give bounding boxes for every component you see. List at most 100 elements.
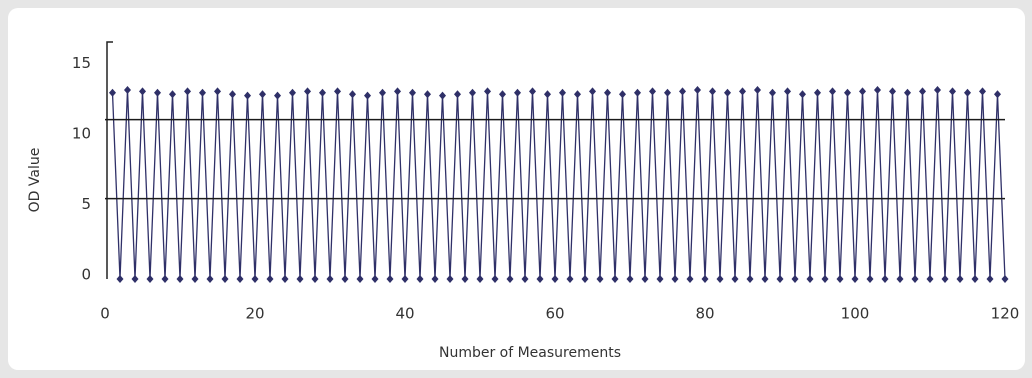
- marker: [499, 90, 506, 99]
- marker: [791, 275, 799, 283]
- marker: [881, 275, 889, 283]
- marker: [641, 275, 649, 283]
- marker: [941, 275, 949, 283]
- marker: [109, 88, 116, 97]
- marker: [184, 87, 191, 96]
- marker: [821, 275, 829, 283]
- marker: [694, 85, 701, 94]
- marker: [964, 88, 971, 97]
- marker: [611, 275, 619, 283]
- marker: [439, 91, 446, 100]
- marker: [139, 87, 146, 96]
- marker: [1001, 275, 1009, 283]
- marker: [514, 88, 521, 97]
- marker: [394, 87, 401, 96]
- marker: [116, 275, 124, 283]
- marker: [701, 275, 709, 283]
- marker: [806, 275, 814, 283]
- marker: [274, 91, 281, 100]
- marker: [596, 275, 604, 283]
- marker: [409, 88, 416, 97]
- marker: [386, 275, 394, 283]
- marker: [161, 275, 169, 283]
- marker: [619, 90, 626, 99]
- marker: [326, 275, 334, 283]
- y-tick-label: 10: [72, 124, 91, 142]
- marker: [769, 88, 776, 97]
- marker: [544, 90, 551, 99]
- marker: [206, 275, 214, 283]
- marker: [919, 87, 926, 96]
- marker: [469, 88, 476, 97]
- marker: [814, 88, 821, 97]
- marker: [536, 275, 544, 283]
- marker: [799, 90, 806, 99]
- marker: [671, 275, 679, 283]
- marker: [889, 87, 896, 96]
- marker: [124, 85, 131, 94]
- marker: [851, 275, 859, 283]
- marker: [304, 87, 311, 96]
- marker: [244, 91, 251, 100]
- marker: [626, 275, 634, 283]
- marker: [761, 275, 769, 283]
- marker: [664, 88, 671, 97]
- y-tick-label: 15: [72, 54, 91, 72]
- marker: [649, 87, 656, 96]
- marker: [266, 275, 274, 283]
- x-tick-label: 80: [695, 305, 714, 323]
- marker: [251, 275, 259, 283]
- marker: [506, 275, 514, 283]
- marker: [379, 88, 386, 97]
- y-tick-label: 5: [81, 195, 91, 213]
- marker: [236, 275, 244, 283]
- marker: [859, 87, 866, 96]
- marker: [746, 275, 754, 283]
- marker: [836, 275, 844, 283]
- marker: [634, 88, 641, 97]
- marker: [214, 87, 221, 96]
- x-tick-label: 0: [100, 305, 110, 323]
- marker: [221, 275, 229, 283]
- marker: [874, 85, 881, 94]
- marker: [724, 88, 731, 97]
- series-line: [111, 89, 1006, 280]
- marker: [896, 275, 904, 283]
- x-tick-label: 20: [245, 305, 264, 323]
- marker: [559, 88, 566, 97]
- marker: [191, 275, 199, 283]
- marker: [551, 275, 559, 283]
- marker: [934, 85, 941, 94]
- marker: [176, 275, 184, 283]
- marker: [229, 90, 236, 99]
- marker: [446, 275, 454, 283]
- marker: [259, 90, 266, 99]
- marker: [146, 275, 154, 283]
- marker: [971, 275, 979, 283]
- marker: [281, 275, 289, 283]
- marker: [829, 87, 836, 96]
- marker: [491, 275, 499, 283]
- marker: [844, 88, 851, 97]
- x-tick-label: 40: [395, 305, 414, 323]
- marker: [709, 87, 716, 96]
- x-tick-label: 100: [841, 305, 870, 323]
- marker: [866, 275, 874, 283]
- marker: [371, 275, 379, 283]
- marker: [994, 90, 1001, 99]
- marker: [416, 275, 424, 283]
- marker: [484, 87, 491, 96]
- marker: [904, 88, 911, 97]
- marker: [521, 275, 529, 283]
- marker: [986, 275, 994, 283]
- marker: [949, 87, 956, 96]
- y-axis: [106, 41, 113, 279]
- marker: [604, 88, 611, 97]
- panel: [8, 8, 1025, 370]
- marker: [401, 275, 409, 283]
- marker: [776, 275, 784, 283]
- marker: [784, 87, 791, 96]
- x-tick-label: 60: [545, 305, 564, 323]
- marker: [911, 275, 919, 283]
- marker: [979, 87, 986, 96]
